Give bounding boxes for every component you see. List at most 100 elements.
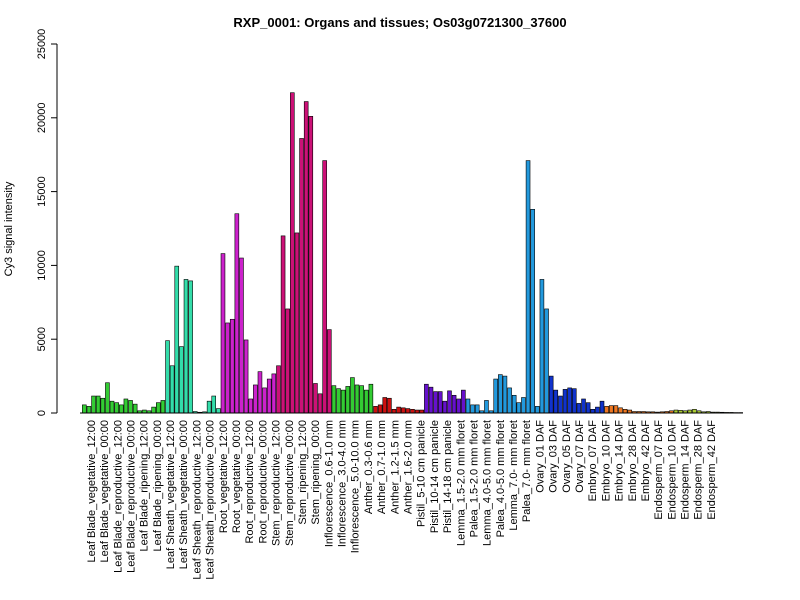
x-tick-label: Anther_0.7-1.0 mm — [376, 420, 388, 514]
x-tick-label: Root_vegetative_00:00 — [231, 420, 243, 533]
bar — [437, 391, 443, 414]
x-tick-label: Embryo_07 DAF — [587, 420, 599, 502]
x-tick-label: Embryo_28 DAF — [627, 420, 639, 502]
bar — [179, 346, 184, 414]
bar — [461, 389, 466, 414]
bar — [271, 373, 277, 414]
bar — [253, 384, 258, 414]
y-tick-label: 15000 — [36, 176, 48, 207]
bar — [336, 388, 341, 414]
bar — [354, 384, 360, 414]
bar — [359, 385, 364, 414]
bar — [622, 409, 628, 414]
bar — [340, 389, 346, 414]
x-tick-label: Lemma_1.5-2.0 mm floret — [455, 420, 467, 546]
bar — [465, 398, 471, 414]
bar — [590, 409, 596, 414]
bar — [548, 375, 554, 414]
x-tick-label: Embryo_42 DAF — [640, 420, 652, 502]
x-tick-label: Stem_reproductive_12:00 — [271, 420, 283, 546]
x-tick-label: Pistil_10-14 cm panicle — [429, 420, 441, 533]
bar — [313, 383, 318, 414]
bar — [317, 393, 323, 414]
x-tick-label: Inflorescence_5.0-10.0 mm — [350, 420, 362, 553]
bar — [285, 308, 290, 414]
x-tick-label: Anther_1.6-2.0 mm — [403, 420, 415, 514]
bar — [502, 375, 508, 414]
bar — [308, 116, 314, 414]
bar — [262, 387, 267, 414]
x-tick-label: Inflorescence_3.0-4.0 mm — [337, 420, 349, 547]
bar — [530, 209, 535, 414]
bar — [234, 213, 240, 414]
bar — [608, 405, 614, 414]
x-tick-label: Ovary_03 DAF — [548, 420, 560, 493]
x-tick-label: Stem_reproductive_00:00 — [284, 420, 296, 546]
bar — [132, 403, 138, 414]
bar — [474, 404, 480, 414]
bar — [484, 400, 489, 414]
bar — [539, 279, 545, 414]
bar — [188, 280, 193, 414]
bar — [456, 398, 461, 414]
bar — [276, 365, 281, 414]
x-axis-tick-labels: Leaf Blade_vegetative_12:00 Leaf Blade_ve… — [86, 420, 718, 580]
bar — [257, 371, 263, 414]
bar — [322, 160, 327, 414]
x-tick-label: Ovary_05 DAF — [561, 420, 573, 493]
bar — [507, 387, 512, 414]
bar — [595, 406, 600, 414]
x-tick-label: Anther_0.3-0.6 mm — [363, 420, 375, 514]
bar — [368, 383, 374, 414]
bar — [123, 398, 129, 414]
x-tick-label: Leaf Blade_reproductive_00:00 — [125, 420, 137, 573]
bar — [165, 340, 170, 414]
y-tick-label: 0 — [36, 410, 48, 416]
x-tick-label: Leaf Sheath_vegetative_12:00 — [165, 420, 177, 569]
bar — [156, 402, 161, 414]
bar — [345, 386, 351, 414]
bar — [243, 339, 249, 414]
bar — [442, 400, 448, 414]
bar — [174, 265, 180, 414]
bar — [100, 397, 106, 414]
bar — [151, 406, 156, 414]
x-tick-label: Ovary_01 DAF — [534, 420, 546, 493]
bar — [119, 404, 124, 414]
bar — [525, 160, 531, 414]
bar — [424, 383, 429, 414]
x-tick-label: Endosperm_42 DAF — [706, 420, 718, 520]
bar — [91, 395, 96, 414]
x-tick-label: Ovary_07 DAF — [574, 420, 586, 493]
bar — [576, 403, 582, 414]
bar — [613, 405, 619, 414]
bar — [396, 406, 401, 414]
y-tick-label: 20000 — [36, 103, 48, 134]
bar — [248, 398, 253, 414]
x-tick-label: Pistil_5-10 cm panicle — [416, 420, 428, 527]
x-tick-label: Palea_4.0-5.0 mm floret — [495, 420, 507, 537]
x-tick-label: Inflorescence_0.6-1.0 mm — [323, 420, 335, 547]
bar — [410, 409, 415, 414]
y-axis-label: Cy3 signal intensity — [3, 181, 15, 276]
bar — [294, 232, 300, 414]
bar — [405, 408, 411, 414]
bar — [105, 382, 110, 414]
y-tick-label: 10000 — [36, 250, 48, 281]
x-tick-label: Pistil_14-18 cm panicle — [442, 420, 454, 533]
x-tick-label: Endosperm_07 DAF — [653, 420, 665, 520]
bars — [82, 92, 743, 414]
bar — [373, 406, 378, 414]
x-tick-label: Leaf Blade_reproductive_12:00 — [112, 420, 124, 573]
bar — [562, 389, 568, 414]
bar — [604, 406, 609, 414]
y-tick-label: 25000 — [36, 29, 48, 60]
bar — [387, 397, 392, 414]
x-tick-label: Leaf Sheath_reproductive_12:00 — [191, 420, 203, 580]
bar — [114, 402, 119, 414]
bar — [225, 322, 230, 414]
bar — [280, 235, 286, 414]
bar — [521, 397, 526, 414]
chart-title: RXP_0001: Organs and tissues; Os03g07213… — [233, 15, 566, 30]
